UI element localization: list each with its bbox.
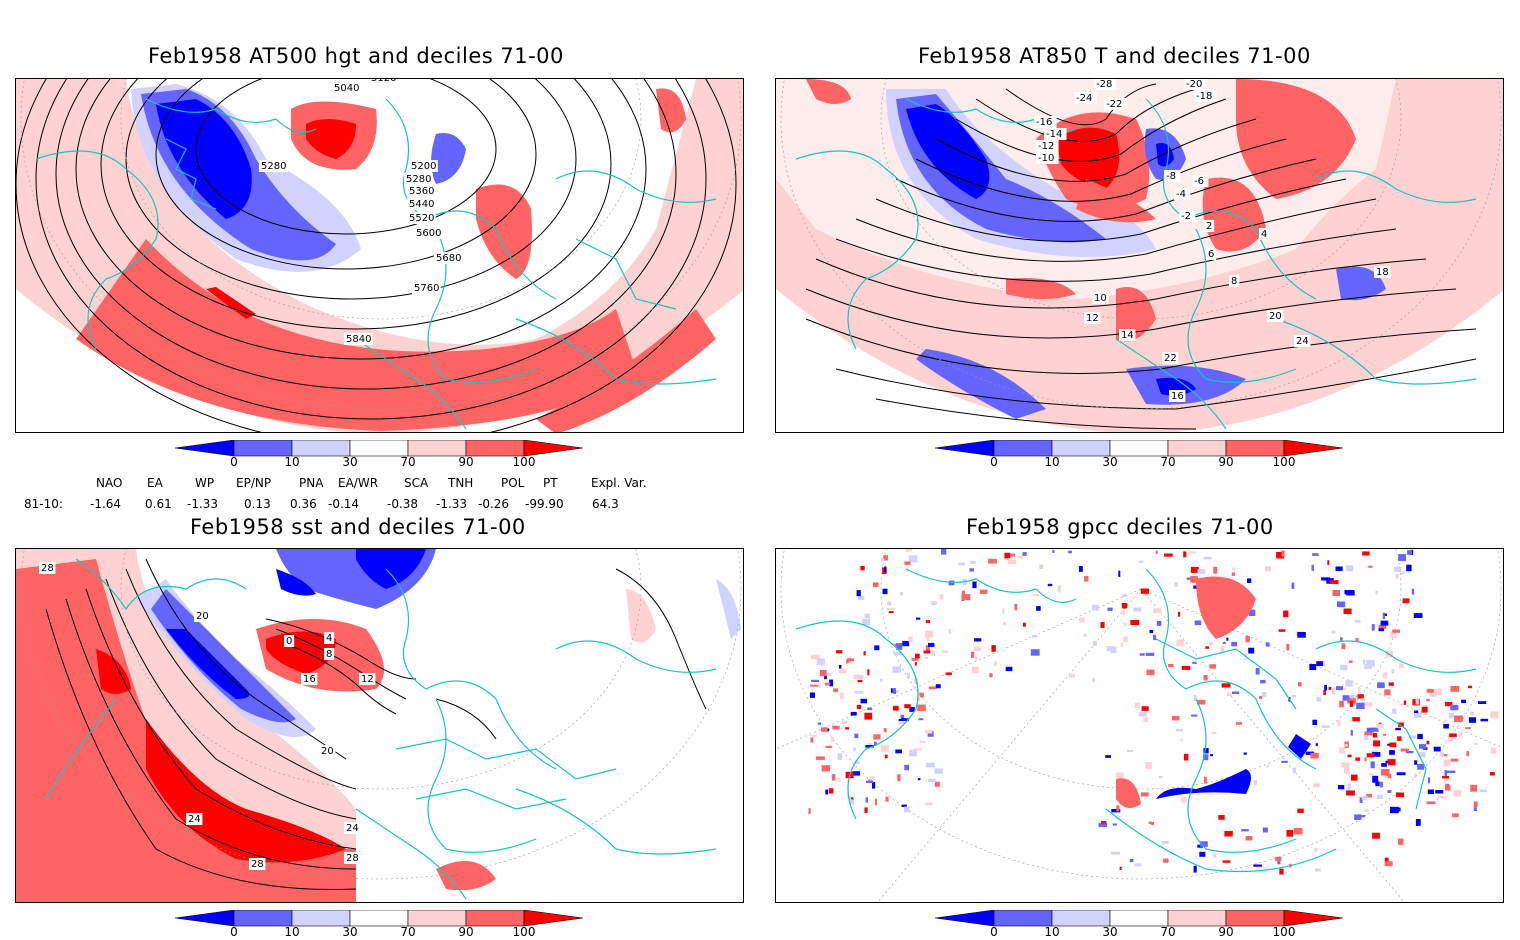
index-header: EA/WR — [338, 476, 379, 490]
cbar-tick: 90 — [1218, 455, 1234, 469]
map-sst: 28 20 0 4 8 12 16 20 24 28 24 28 — [15, 548, 744, 903]
cbar-tick: 100 — [512, 455, 536, 469]
cbar-segment — [291, 910, 351, 927]
index-header: PT — [543, 476, 558, 490]
colorbar-sst: 0 10 30 70 90 100 — [175, 910, 585, 940]
cbar-tick: 30 — [342, 455, 358, 469]
cbar-segment — [1051, 910, 1111, 927]
index-value: 0.13 — [244, 497, 271, 511]
panel-title-t850: Feb1958 AT850 T and deciles 71-00 — [918, 44, 1311, 68]
index-header: Expl. Var. — [591, 476, 647, 490]
cbar-tick: 0 — [990, 455, 998, 469]
cbar-segment — [1283, 440, 1344, 457]
cbar-segment — [1109, 910, 1169, 927]
panel-title-hgt500: Feb1958 AT500 hgt and deciles 71-00 — [148, 44, 564, 68]
cbar-segment — [1167, 440, 1227, 457]
cbar-segment — [935, 910, 995, 927]
cbar-tick: 70 — [400, 455, 416, 469]
cbar-segment — [349, 440, 409, 457]
cbar-tick: 90 — [458, 455, 474, 469]
cbar-tick: 30 — [1102, 455, 1118, 469]
cbar-tick: 10 — [1044, 455, 1060, 469]
cbar-tick: 30 — [342, 925, 358, 939]
cbar-segment — [993, 910, 1053, 927]
cbar-tick: 70 — [1160, 455, 1176, 469]
cbar-segment — [523, 910, 584, 927]
index-value: 64.3 — [592, 497, 619, 511]
cbar-tick: 70 — [1160, 925, 1176, 939]
colorbar-hgt500: 0 10 30 70 90 100 — [175, 440, 585, 472]
index-header: PNA — [299, 476, 324, 490]
index-value: -1.33 — [187, 497, 219, 511]
cbar-segment — [523, 440, 584, 457]
cbar-segment — [1109, 440, 1169, 457]
cbar-tick: 70 — [400, 925, 416, 939]
cbar-segment — [1167, 910, 1227, 927]
cbar-tick: 100 — [1272, 925, 1296, 939]
cbar-tick: 100 — [512, 925, 536, 939]
cbar-tick: 90 — [458, 925, 474, 939]
cbar-tick: 10 — [284, 925, 300, 939]
cbar-segment — [935, 440, 995, 457]
cbar-segment — [407, 910, 467, 927]
index-row-label: 81-10: — [24, 497, 63, 511]
panel-title-gpcc: Feb1958 gpcc deciles 71-00 — [966, 515, 1274, 539]
index-header: SCA — [404, 476, 429, 490]
index-value: 0.61 — [145, 497, 172, 511]
cbar-segment — [407, 440, 467, 457]
index-value: -0.26 — [478, 497, 510, 511]
cbar-tick: 30 — [1102, 925, 1118, 939]
index-header: TNH — [448, 476, 474, 490]
cbar-tick: 0 — [230, 925, 238, 939]
index-value: -1.64 — [90, 497, 122, 511]
index-header: EA — [147, 476, 163, 490]
cbar-segment — [1283, 910, 1344, 927]
cbar-segment — [175, 440, 235, 457]
cbar-segment — [1225, 440, 1285, 457]
index-header: NAO — [96, 476, 123, 490]
cbar-tick: 0 — [230, 455, 238, 469]
colorbar-gpcc: 0 10 30 70 90 100 — [935, 910, 1345, 940]
map-t850: -28 -24 -20 -22 -18 -16 -14 -12 -10 -8 -6 -4 -2 2 4 6 8 1… — [775, 78, 1504, 433]
index-value: -99.90 — [525, 497, 564, 511]
cbar-segment — [465, 910, 525, 927]
index-value: -0.14 — [328, 497, 360, 511]
colorbar-t850: 0 10 30 70 90 100 — [935, 440, 1345, 472]
index-header: WP — [195, 476, 215, 490]
cbar-segment — [1225, 910, 1285, 927]
cbar-segment — [291, 440, 351, 457]
cbar-segment — [1051, 440, 1111, 457]
cbar-tick: 100 — [1272, 455, 1296, 469]
cbar-tick: 10 — [1044, 925, 1060, 939]
cbar-tick: 10 — [284, 455, 300, 469]
cbar-tick: 0 — [990, 925, 998, 939]
map-gpcc — [775, 548, 1504, 903]
cbar-segment — [993, 440, 1053, 457]
index-value: -1.33 — [436, 497, 468, 511]
panel-title-sst: Feb1958 sst and deciles 71-00 — [190, 515, 526, 539]
cbar-segment — [233, 910, 293, 927]
cbar-segment — [233, 440, 293, 457]
map-hgt500: 5040512052005280528053605440552056005680… — [15, 78, 744, 433]
index-value: -0.38 — [387, 497, 419, 511]
index-header: POL — [501, 476, 525, 490]
index-value: 0.36 — [290, 497, 317, 511]
cbar-segment — [465, 440, 525, 457]
cbar-segment — [175, 910, 235, 927]
cbar-tick: 90 — [1218, 925, 1234, 939]
cbar-segment — [349, 910, 409, 927]
index-header: EP/NP — [236, 476, 272, 490]
